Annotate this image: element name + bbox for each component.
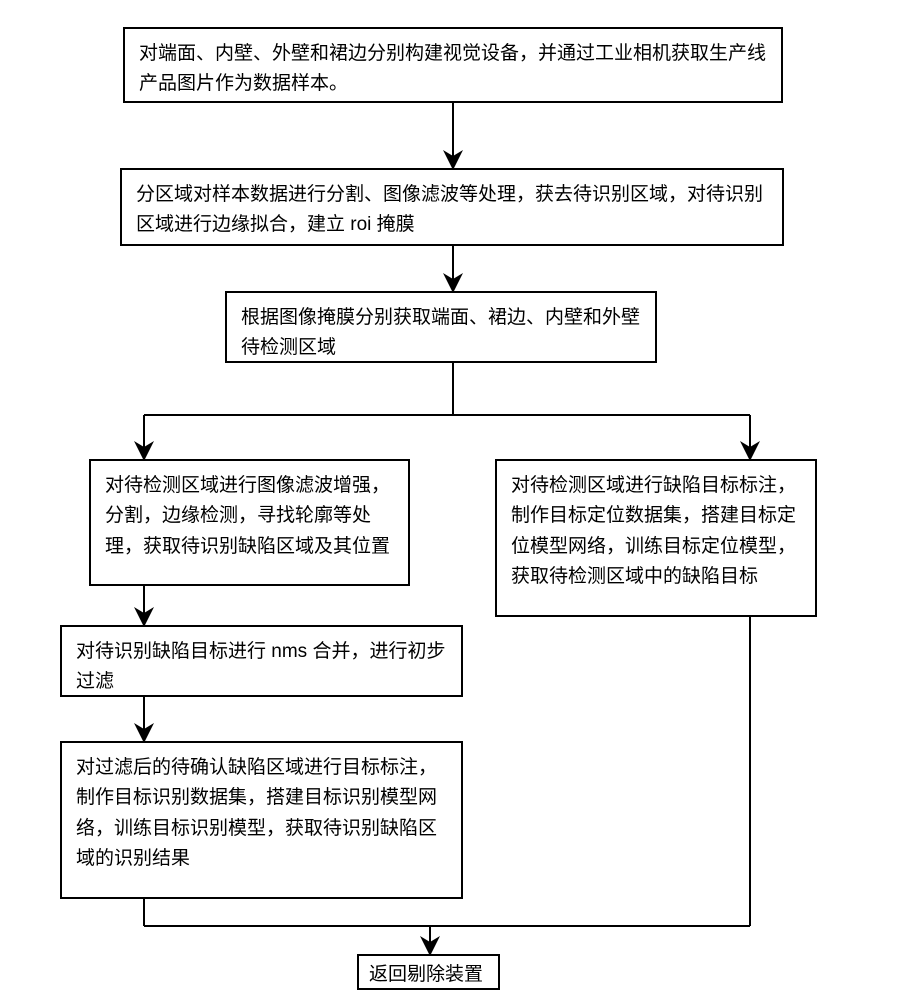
flowchart-node-2: 分区域对样本数据进行分割、图像滤波等处理，获去待识别区域，对待识别区域进行边缘拟… (120, 168, 784, 246)
flowchart-node-7: 对过滤后的待确认缺陷区域进行目标标注，制作目标识别数据集，搭建目标识别模型网络，… (60, 741, 463, 899)
flowchart-node-8: 返回剔除装置 (357, 954, 500, 990)
flowchart-node-5: 对待检测区域进行缺陷目标标注，制作目标定位数据集，搭建目标定位模型网络，训练目标… (495, 459, 817, 617)
flowchart-node-1: 对端面、内壁、外壁和裙边分别构建视觉设备，并通过工业相机获取生产线产品图片作为数… (123, 27, 783, 103)
flowchart-node-4: 对待检测区域进行图像滤波增强，分割，边缘检测，寻找轮廓等处理，获取待识别缺陷区域… (89, 459, 410, 586)
flowchart-node-3: 根据图像掩膜分别获取端面、裙边、内壁和外壁待检测区域 (225, 291, 657, 363)
flowchart-node-6: 对待识别缺陷目标进行 nms 合并，进行初步过滤 (60, 625, 463, 697)
